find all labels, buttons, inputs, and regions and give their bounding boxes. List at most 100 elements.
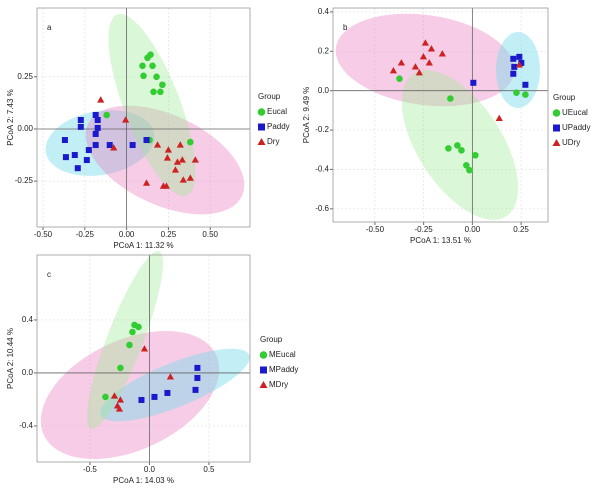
panel-label: c	[47, 270, 51, 279]
legend-entry: MDry	[259, 380, 288, 389]
point	[495, 114, 503, 122]
y-tick-label: 0.4	[22, 315, 34, 324]
point	[74, 165, 81, 172]
legend-entry: Eucal	[257, 107, 287, 116]
point	[138, 396, 145, 403]
point	[163, 154, 172, 161]
legend-label: MEucal	[269, 350, 296, 359]
ellipse	[108, 13, 196, 197]
x-tick-label: -0.25	[415, 225, 434, 234]
point	[411, 63, 420, 70]
point	[153, 141, 162, 148]
point	[85, 147, 92, 154]
panel: -0.50 -0.25 0.00 0.25 0.4 0.2 0.0 -0.2 -0.4 -0.6 b…	[302, 7, 590, 245]
x-tick-label: -0.50	[34, 230, 53, 239]
point	[466, 166, 473, 174]
x-tick-label: 0.0	[144, 465, 156, 474]
point	[191, 156, 199, 163]
x-tick-label: 0.25	[513, 225, 529, 234]
point	[77, 117, 84, 124]
x-tick-label: -0.25	[76, 230, 95, 239]
point	[397, 59, 406, 66]
point	[522, 81, 529, 88]
point	[447, 95, 454, 102]
point	[140, 345, 149, 352]
legend-swatch	[258, 123, 265, 131]
legend-label: MPaddy	[269, 365, 298, 374]
point	[94, 117, 101, 124]
legend-title: Group	[260, 335, 283, 344]
y-tick-label: 0.25	[17, 72, 33, 81]
point	[116, 396, 125, 403]
point	[166, 373, 174, 380]
point	[139, 62, 146, 70]
point	[415, 68, 423, 76]
legend-label: Dry	[267, 137, 279, 146]
confidence-ellipses	[45, 13, 245, 215]
point	[178, 156, 186, 163]
point	[510, 55, 517, 62]
legend-title: Group	[258, 92, 281, 101]
legend-label: Eucal	[267, 107, 287, 116]
point	[458, 147, 465, 154]
legend-entry: Dry	[257, 137, 279, 146]
point	[159, 81, 166, 89]
x-tick-label: 0.25	[161, 230, 177, 239]
legend-label: UEucal	[562, 108, 588, 117]
panel-label: a	[47, 23, 52, 32]
point	[92, 111, 99, 118]
plot-frame	[36, 254, 251, 463]
point	[454, 142, 461, 149]
point	[126, 341, 133, 349]
x-tick-label: 0.5	[203, 465, 215, 474]
legend-label: MDry	[269, 380, 288, 389]
y-tick-label: 0.0	[22, 368, 34, 377]
y-axis-label: PCoA 2: 7.43 %	[6, 89, 15, 145]
x-tick-label: 0.00	[119, 230, 135, 239]
point	[71, 152, 78, 159]
point	[157, 88, 164, 96]
point	[389, 67, 398, 74]
point	[77, 123, 84, 130]
point	[162, 182, 171, 189]
point	[164, 146, 173, 153]
x-axis-label: PCoA 1: 13.51 %	[410, 236, 471, 245]
point	[471, 151, 479, 159]
y-tick-label: 0.2	[318, 46, 330, 55]
point	[186, 174, 194, 181]
point	[176, 141, 184, 148]
point	[142, 179, 151, 186]
point	[122, 116, 130, 123]
point	[97, 96, 105, 103]
point	[173, 158, 182, 165]
ellipse	[45, 110, 155, 176]
y-tick-label: 0.4	[318, 7, 330, 16]
legend-swatch	[553, 124, 560, 132]
legend-swatch	[260, 366, 267, 374]
ellipse	[335, 13, 515, 107]
point	[425, 59, 433, 66]
point	[129, 328, 136, 336]
point	[62, 154, 69, 161]
point	[187, 138, 194, 146]
panel: -0.50 -0.25 0.00 0.25 0.50 -0.25 0.00 0.25 a PCoA…	[6, 7, 290, 250]
y-tick-label: -0.25	[15, 176, 34, 185]
point	[150, 88, 157, 96]
point	[103, 111, 111, 119]
legend-label: UDry	[562, 138, 580, 147]
point	[110, 392, 119, 399]
point	[396, 75, 403, 82]
point	[171, 166, 180, 173]
point	[515, 61, 523, 68]
legend-label: UPaddy	[562, 123, 590, 132]
point	[149, 62, 156, 70]
legend-entry: MEucal	[259, 350, 296, 359]
y-tick-label: -0.4	[19, 421, 33, 430]
confidence-ellipses	[40, 251, 250, 460]
x-axis-label: PCoA 1: 14.03 %	[113, 476, 174, 485]
point	[106, 142, 113, 149]
point	[510, 70, 517, 77]
legend-swatch	[552, 139, 561, 146]
confidence-ellipses	[335, 13, 540, 220]
point	[94, 124, 101, 131]
